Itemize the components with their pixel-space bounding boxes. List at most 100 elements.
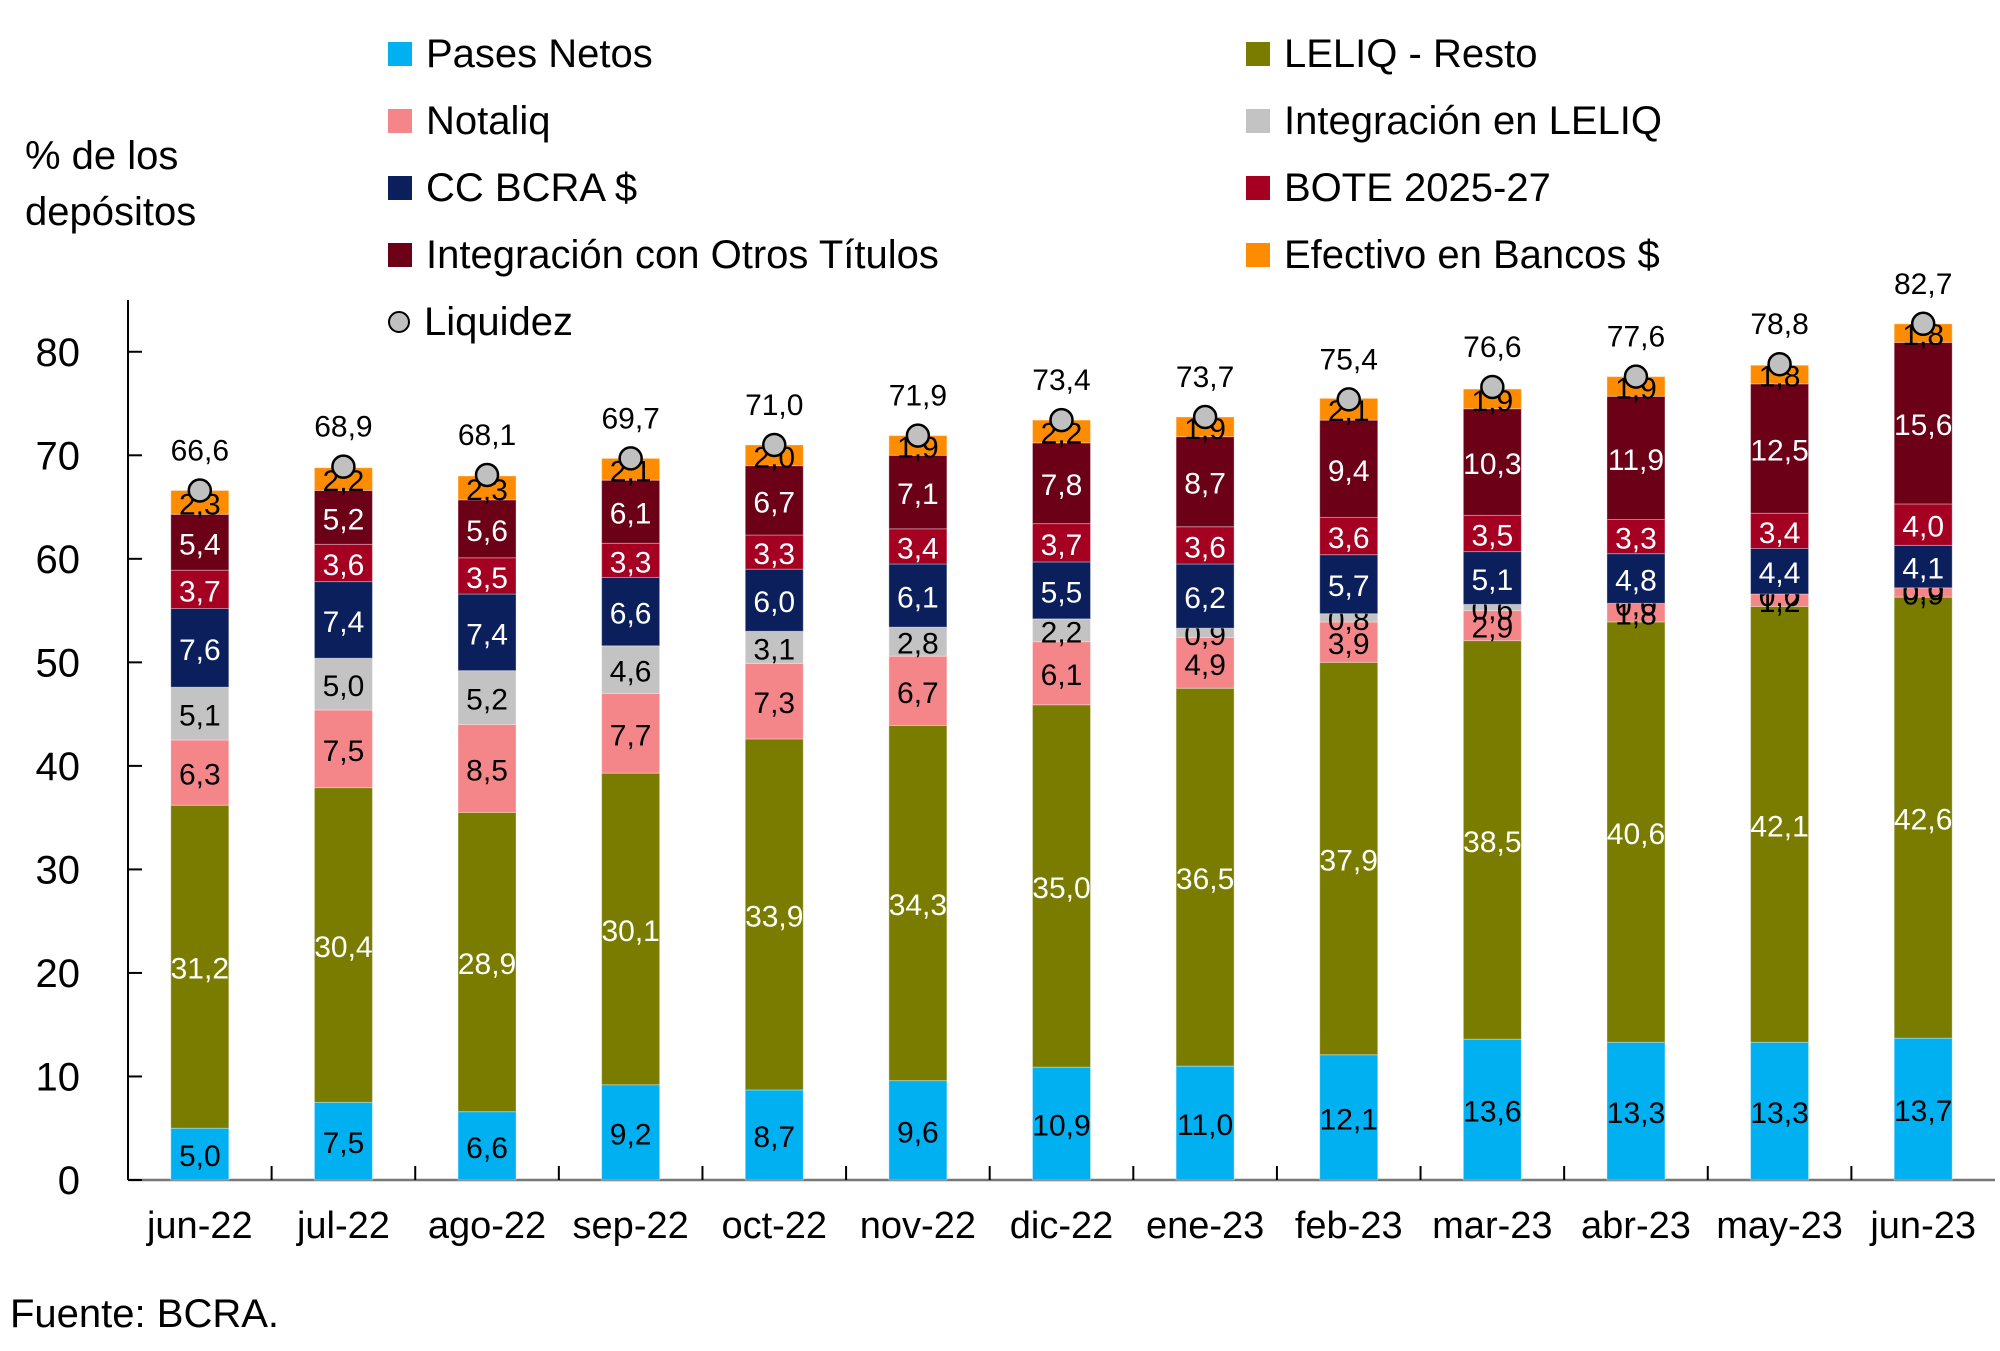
liquidez-total-label: 71,0 bbox=[745, 389, 803, 422]
source-note: Fuente: BCRA. bbox=[10, 1292, 280, 1336]
legend-swatch-icon bbox=[1246, 109, 1270, 133]
legend-item-liquidez: Liquidez bbox=[388, 302, 573, 342]
data-label: 5,2 bbox=[323, 503, 365, 536]
data-label: 15,6 bbox=[1894, 409, 1952, 442]
bar-segment-notaliq bbox=[1032, 641, 1091, 706]
bar-segment-leliq-resto bbox=[170, 804, 230, 1129]
liquidez-total-label: 66,6 bbox=[171, 434, 229, 467]
data-label: 5,2 bbox=[466, 684, 508, 717]
bar-segment-bote-2025-27 bbox=[1319, 516, 1379, 556]
data-label: 9,6 bbox=[897, 1116, 939, 1149]
legend-label: Notaliq bbox=[426, 99, 551, 143]
y-tick-label: 50 bbox=[36, 641, 81, 685]
data-label: 3,7 bbox=[1041, 529, 1083, 562]
bar-segment-leliq-resto bbox=[1175, 687, 1235, 1067]
x-tick-label: abr-23 bbox=[1581, 1205, 1691, 1247]
liquidez-marker bbox=[1910, 311, 1936, 337]
x-tick-label: may-23 bbox=[1716, 1205, 1843, 1247]
liquidez-marker bbox=[1336, 387, 1361, 412]
bar-segment-integraci-n-con-otros-t-tulos bbox=[1893, 341, 1953, 505]
liquidez-total-label: 68,9 bbox=[314, 411, 372, 444]
legend-item-bote-2025-27: BOTE 2025-27 bbox=[1246, 168, 1551, 208]
x-tick-label: jun-22 bbox=[146, 1205, 253, 1247]
bar-segment-notaliq bbox=[313, 709, 373, 789]
x-tick-label: ene-23 bbox=[1146, 1205, 1264, 1247]
data-label: 35,0 bbox=[1032, 872, 1090, 905]
liquidez-marker bbox=[1049, 407, 1074, 433]
legend-item-integraci-n-con-otros-t-tulos: Integración con Otros Títulos bbox=[388, 235, 939, 275]
data-label: 11,9 bbox=[1608, 444, 1664, 477]
data-label: 1,8 bbox=[1615, 599, 1657, 632]
bar-segment-pases-netos bbox=[1175, 1065, 1235, 1181]
bar-segment-leliq-resto bbox=[1893, 596, 1953, 1039]
liquidez-total-label: 68,1 bbox=[458, 419, 516, 452]
legend-label: Integración en LELIQ bbox=[1284, 99, 1663, 143]
data-label: 13,7 bbox=[1894, 1095, 1952, 1128]
data-label: 7,6 bbox=[179, 634, 221, 667]
bar-segment-integraci-n-en-leliq bbox=[313, 657, 373, 711]
legend-label: BOTE 2025-27 bbox=[1284, 166, 1551, 210]
data-label: 6,6 bbox=[610, 598, 652, 631]
liquidez-total-label: 71,9 bbox=[889, 380, 947, 413]
data-label: 4,0 bbox=[1902, 511, 1944, 544]
data-label: 3,3 bbox=[610, 546, 652, 579]
data-label: 6,1 bbox=[897, 582, 939, 615]
data-label: 5,4 bbox=[179, 528, 221, 561]
data-label: 7,3 bbox=[753, 687, 795, 720]
data-label: 40,6 bbox=[1607, 818, 1665, 851]
liquidez-marker bbox=[1767, 351, 1792, 377]
bar-segment-integraci-n-con-otros-t-tulos bbox=[1175, 436, 1235, 528]
legend-swatch-icon bbox=[1246, 243, 1270, 267]
liquidez-marker bbox=[762, 432, 787, 458]
liquidez-marker bbox=[187, 478, 213, 503]
data-label: 8,7 bbox=[753, 1121, 795, 1154]
data-label: 3,4 bbox=[897, 532, 939, 565]
bar-segment-integraci-n-en-leliq bbox=[457, 670, 517, 725]
bar-segment-leliq-resto bbox=[1750, 605, 1810, 1043]
bar-segment-notaliq bbox=[1606, 602, 1666, 623]
data-label: 3,6 bbox=[1328, 522, 1370, 555]
bar-segment-bote-2025-27 bbox=[170, 569, 230, 610]
data-label: 6,0 bbox=[753, 586, 795, 619]
y-tick-label: 80 bbox=[36, 331, 81, 375]
bar-segment-cc-bcra- bbox=[1175, 563, 1235, 629]
bar-segment-bote-2025-27 bbox=[1750, 512, 1810, 549]
y-tick-label: 70 bbox=[36, 434, 81, 478]
bar-segment-pases-netos bbox=[744, 1089, 804, 1181]
bar-segment-integraci-n-en-leliq bbox=[170, 686, 230, 741]
data-label: 4,9 bbox=[1184, 649, 1226, 682]
legend-swatch-icon bbox=[388, 176, 412, 200]
bar-segment-leliq-resto bbox=[1319, 661, 1379, 1056]
bar-segment-notaliq bbox=[1462, 610, 1522, 642]
legend-swatch-icon bbox=[1246, 42, 1270, 66]
bar-segment-pases-netos bbox=[170, 1127, 230, 1181]
y-tick-label: 60 bbox=[36, 538, 81, 582]
y-axis-label-line-1: % de los bbox=[25, 134, 179, 178]
y-tick-label: 30 bbox=[36, 848, 81, 892]
bar-segment-cc-bcra- bbox=[1750, 547, 1810, 595]
bar-segment-bote-2025-27 bbox=[457, 557, 517, 595]
bar-segment-integraci-n-con-otros-t-tulos bbox=[457, 499, 517, 559]
data-label: 9,4 bbox=[1328, 455, 1370, 488]
bar-segment-pases-netos bbox=[1462, 1038, 1522, 1181]
bar-segment-notaliq bbox=[744, 662, 804, 740]
bar-segment-integraci-n-con-otros-t-tulos bbox=[744, 465, 804, 536]
bar-segment-notaliq bbox=[457, 723, 517, 813]
liquidez-marker bbox=[905, 423, 931, 448]
liquidez-marker bbox=[1480, 374, 1505, 400]
data-label: 10,3 bbox=[1463, 448, 1521, 481]
bar-segment-bote-2025-27 bbox=[313, 543, 373, 583]
data-label: 7,5 bbox=[323, 1127, 365, 1160]
data-label: 6,7 bbox=[753, 486, 795, 519]
bar-segment-bote-2025-27 bbox=[888, 528, 948, 565]
data-label: 7,1 bbox=[897, 478, 939, 511]
data-label: 7,4 bbox=[466, 618, 508, 651]
data-label: 7,4 bbox=[323, 606, 365, 639]
x-tick-label: mar-23 bbox=[1432, 1205, 1552, 1247]
legend-label: Pases Netos bbox=[426, 32, 653, 76]
y-axis-label-line-2: depósitos bbox=[25, 190, 197, 234]
legend-swatch-icon bbox=[388, 109, 412, 133]
legend-item-notaliq: Notaliq bbox=[388, 101, 551, 141]
y-axis-label: % de los depósitos bbox=[25, 128, 196, 240]
